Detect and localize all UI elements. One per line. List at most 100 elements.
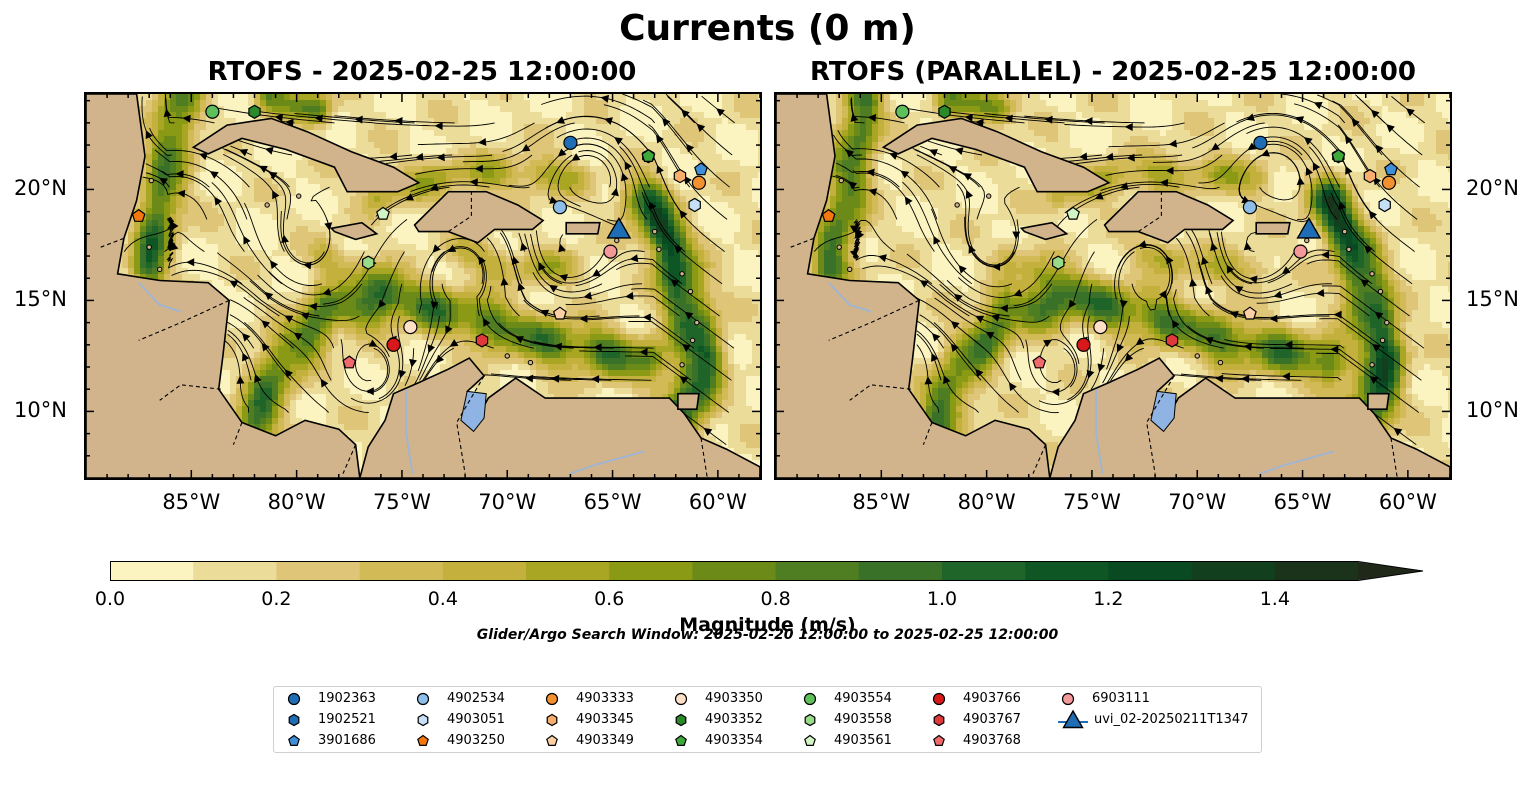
x-tick-label: 75°W: [1062, 490, 1121, 514]
float-4903051[interactable]: [1378, 197, 1391, 213]
x-tick-label: 70°W: [1168, 490, 1227, 514]
landmass-jamaica: [329, 221, 379, 241]
legend-item[interactable]: 4903051: [413, 711, 628, 729]
float-4903767[interactable]: [475, 333, 489, 348]
x-tick-label: 80°W: [957, 490, 1016, 514]
streamline: [1068, 154, 1143, 162]
float-4903766[interactable]: [386, 337, 401, 352]
country-border: [849, 384, 911, 401]
float-4903767[interactable]: [1165, 333, 1179, 348]
float-4903350[interactable]: [1093, 319, 1108, 335]
float-4903561[interactable]: [376, 206, 390, 220]
colorbar-outline: [110, 561, 1424, 581]
legend-item[interactable]: 4903349: [542, 732, 757, 750]
legend-item[interactable]: 6903111: [1058, 690, 1273, 708]
legend-item[interactable]: 4903250: [413, 732, 628, 750]
stream-arrow: [285, 118, 294, 127]
island: [651, 228, 658, 235]
stream-arrow: [1171, 319, 1180, 329]
float-6903111[interactable]: [1293, 244, 1308, 259]
stream-arrow: [1351, 118, 1360, 128]
stream-arrow: [624, 161, 632, 171]
float-4903554[interactable]: [895, 104, 910, 119]
legend-label: 4903350: [705, 691, 763, 706]
float-1902363[interactable]: [563, 135, 578, 150]
streamline: [565, 295, 680, 317]
legend-item[interactable]: 4903561: [800, 732, 1015, 750]
legend-item[interactable]: 4903766: [929, 690, 1144, 708]
float-4903051[interactable]: [688, 197, 701, 213]
x-tick-label: 75°W: [372, 490, 431, 514]
stream-arrow: [931, 352, 939, 362]
float-4903766[interactable]: [1076, 337, 1091, 352]
stream-arrow: [236, 375, 245, 384]
legend-item[interactable]: 4903558: [800, 711, 1015, 729]
island: [504, 353, 510, 359]
streamline: [939, 283, 1050, 323]
colorbar-segment: [1025, 562, 1109, 580]
streamline: [973, 186, 1020, 266]
streamline: [622, 94, 693, 156]
legend-item[interactable]: 4903352: [671, 711, 886, 729]
stream-arrow: [175, 170, 184, 179]
legend-item[interactable]: uvi_02-20250211T1347: [1058, 709, 1273, 729]
float-1902363[interactable]: [1253, 135, 1268, 150]
float-4903250[interactable]: [821, 208, 836, 222]
float-uvi_02-20250211T1347[interactable]: [606, 216, 632, 239]
stream-arrow: [679, 376, 689, 385]
float-4903352[interactable]: [248, 104, 261, 119]
streamline: [508, 143, 613, 187]
float-4903558[interactable]: [1052, 255, 1065, 270]
streamline: [930, 208, 1013, 288]
streamline: [1105, 154, 1223, 176]
legend-item[interactable]: 4903767: [929, 711, 1144, 729]
streamline: [1236, 112, 1343, 156]
stream-arrow: [919, 280, 929, 288]
legend-item[interactable]: 1902521: [284, 711, 499, 729]
float-4903352[interactable]: [938, 104, 951, 119]
legend-item[interactable]: 4903768: [929, 732, 1144, 750]
legend-label: 4903051: [447, 712, 505, 727]
float-4902534[interactable]: [552, 200, 568, 215]
island: [838, 177, 844, 184]
float-4903350[interactable]: [403, 319, 418, 335]
legend-item[interactable]: 4903554: [800, 690, 1015, 708]
legend-item[interactable]: 4903354: [671, 732, 886, 750]
stream-arrow: [159, 177, 169, 186]
float-4903333[interactable]: [1381, 175, 1397, 190]
island: [1341, 228, 1348, 235]
legend-item[interactable]: 4902534: [413, 690, 628, 708]
float-4903349[interactable]: [552, 306, 567, 320]
float-4903354[interactable]: [641, 148, 656, 163]
float-4903558[interactable]: [362, 255, 375, 270]
float-6903111[interactable]: [603, 244, 618, 259]
legend-item[interactable]: 4903350: [671, 690, 886, 708]
legend-item[interactable]: 1902363: [284, 690, 499, 708]
stream-arrow: [964, 113, 974, 122]
float-4903250[interactable]: [131, 208, 146, 222]
streamline: [334, 115, 455, 124]
legend-item[interactable]: 4903345: [542, 711, 757, 729]
float-4903561[interactable]: [1066, 206, 1080, 220]
float-4903768[interactable]: [342, 355, 357, 369]
stream-arrow: [308, 302, 318, 311]
float-4903554[interactable]: [205, 104, 220, 119]
legend-item[interactable]: 3901686: [284, 732, 499, 750]
float-uvi_02-20250211T1347[interactable]: [1296, 216, 1322, 239]
float-3901686[interactable]: [694, 162, 708, 176]
legend-marker-icon: [804, 734, 816, 746]
float-3901686[interactable]: [1384, 162, 1398, 176]
streamline: [603, 104, 691, 188]
float-4902534[interactable]: [1242, 200, 1258, 215]
legend-item[interactable]: 4903333: [542, 690, 757, 708]
float-4903354[interactable]: [1331, 148, 1346, 163]
float-4903349[interactable]: [1242, 306, 1257, 320]
streamline: [1039, 339, 1078, 388]
float-4903768[interactable]: [1032, 355, 1047, 369]
streamline: [933, 322, 1019, 413]
streamline: [279, 332, 369, 413]
float-4903345[interactable]: [673, 168, 687, 184]
float-4903333[interactable]: [691, 175, 707, 190]
stream-arrow: [320, 378, 329, 388]
float-4903345[interactable]: [1363, 168, 1377, 184]
